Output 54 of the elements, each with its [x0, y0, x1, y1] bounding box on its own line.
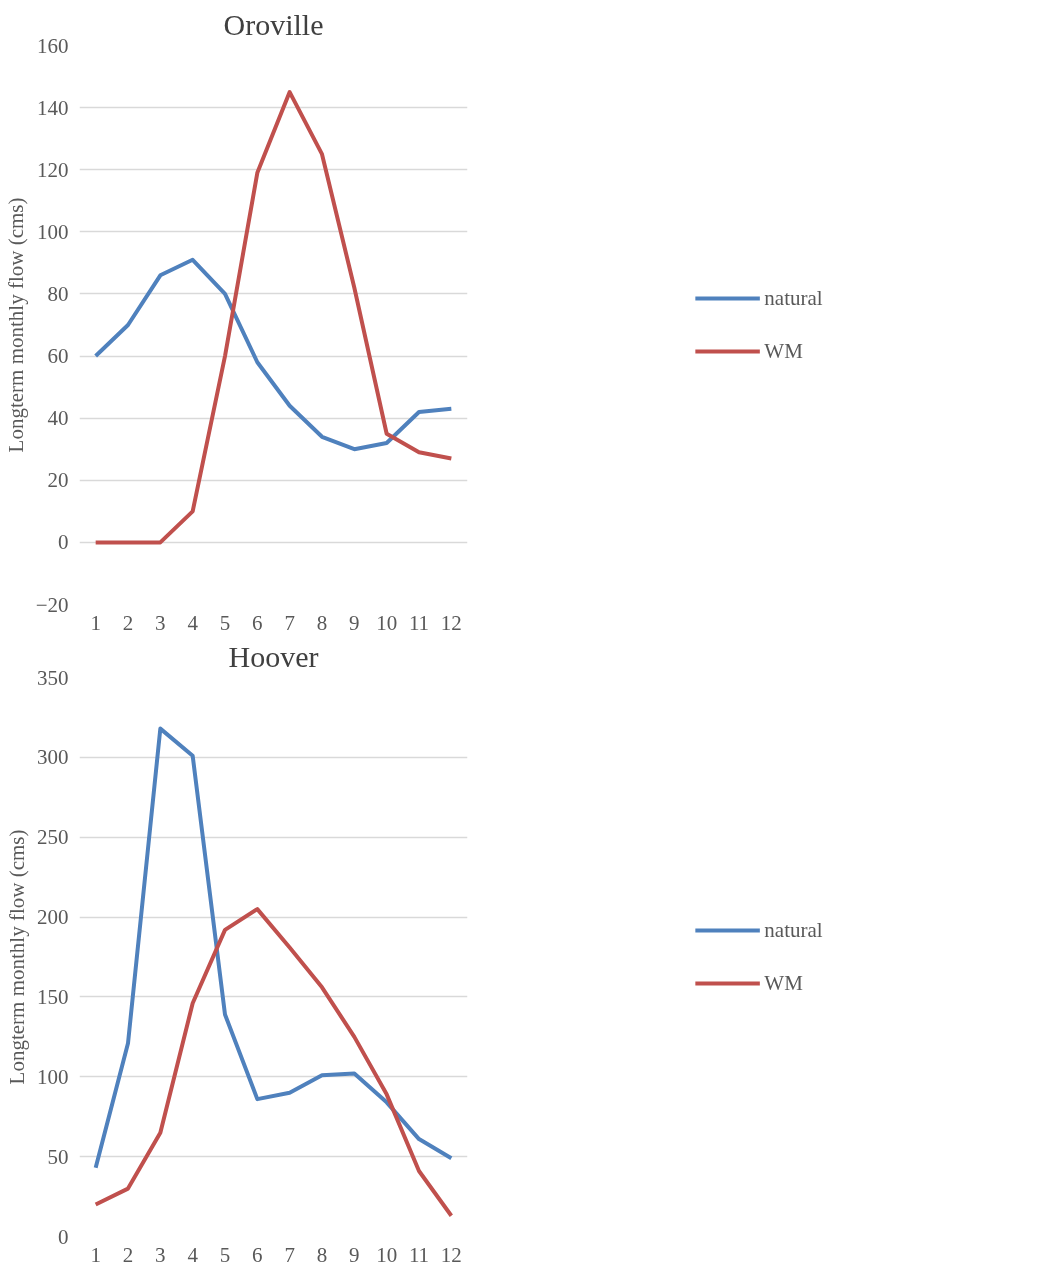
- chart-title: Hoover: [228, 639, 319, 673]
- x-tick-label: 11: [408, 610, 430, 635]
- x-tick-label: 8: [316, 1242, 328, 1267]
- y-tick-label: 250: [37, 825, 69, 850]
- legend-label: natural: [764, 917, 823, 943]
- y-axis-title: Longterm monthly flow (cms): [3, 197, 28, 453]
- line-series: [93, 257, 454, 452]
- x-tick-label: 9: [349, 610, 360, 635]
- y-tick-label: 0: [58, 1224, 69, 1249]
- y-tick-label: 0: [58, 530, 69, 555]
- x-tick-label: 12: [440, 610, 462, 635]
- legend-label: natural: [764, 285, 823, 311]
- x-tick-label: 5: [219, 610, 231, 635]
- x-tick-label: 8: [316, 610, 328, 635]
- line-series: [93, 90, 454, 545]
- y-tick-label: 50: [47, 1144, 69, 1169]
- x-tick-label: 1: [90, 610, 101, 635]
- y-tick-label: 300: [37, 745, 69, 770]
- y-tick-label: 40: [47, 406, 69, 431]
- y-tick-label: 80: [47, 281, 69, 306]
- x-tick-label: 7: [284, 1242, 295, 1267]
- legend-label: WM: [764, 338, 803, 364]
- y-tick-label: −20: [35, 592, 69, 617]
- x-tick-label: 12: [440, 1242, 462, 1267]
- x-tick-label: 3: [155, 610, 166, 635]
- x-tick-label: 6: [252, 610, 263, 635]
- y-axis-title: Longterm monthly flow (cms): [5, 829, 29, 1085]
- y-tick-label: 100: [37, 1064, 69, 1089]
- x-tick-label: 7: [284, 610, 295, 635]
- x-tick-label: 11: [408, 1242, 430, 1267]
- y-tick-label: 350: [37, 665, 69, 690]
- y-tick-label: 150: [37, 984, 69, 1009]
- x-tick-label: 4: [187, 610, 199, 635]
- x-tick-label: 5: [219, 1242, 231, 1267]
- x-tick-label: 3: [155, 1242, 166, 1267]
- legend-label: WM: [764, 970, 803, 996]
- x-tick-label: 2: [122, 1242, 134, 1267]
- chart-title: Oroville: [223, 7, 324, 41]
- y-tick-label: 20: [47, 468, 69, 493]
- y-tick-label: 60: [47, 344, 69, 369]
- y-tick-label: 100: [37, 219, 69, 244]
- x-tick-label: 10: [376, 1242, 398, 1267]
- x-tick-label: 10: [376, 610, 398, 635]
- line-series: [93, 907, 454, 1218]
- x-tick-label: 2: [122, 610, 134, 635]
- y-tick-label: 120: [37, 157, 69, 182]
- line-series: [93, 726, 454, 1170]
- x-tick-label: 6: [252, 1242, 263, 1267]
- y-tick-label: 160: [37, 33, 69, 58]
- y-tick-label: 140: [37, 95, 69, 120]
- x-tick-label: 9: [349, 1242, 360, 1267]
- x-tick-label: 1: [90, 1242, 101, 1267]
- x-tick-label: 4: [187, 1242, 199, 1267]
- y-tick-label: 200: [37, 905, 69, 930]
